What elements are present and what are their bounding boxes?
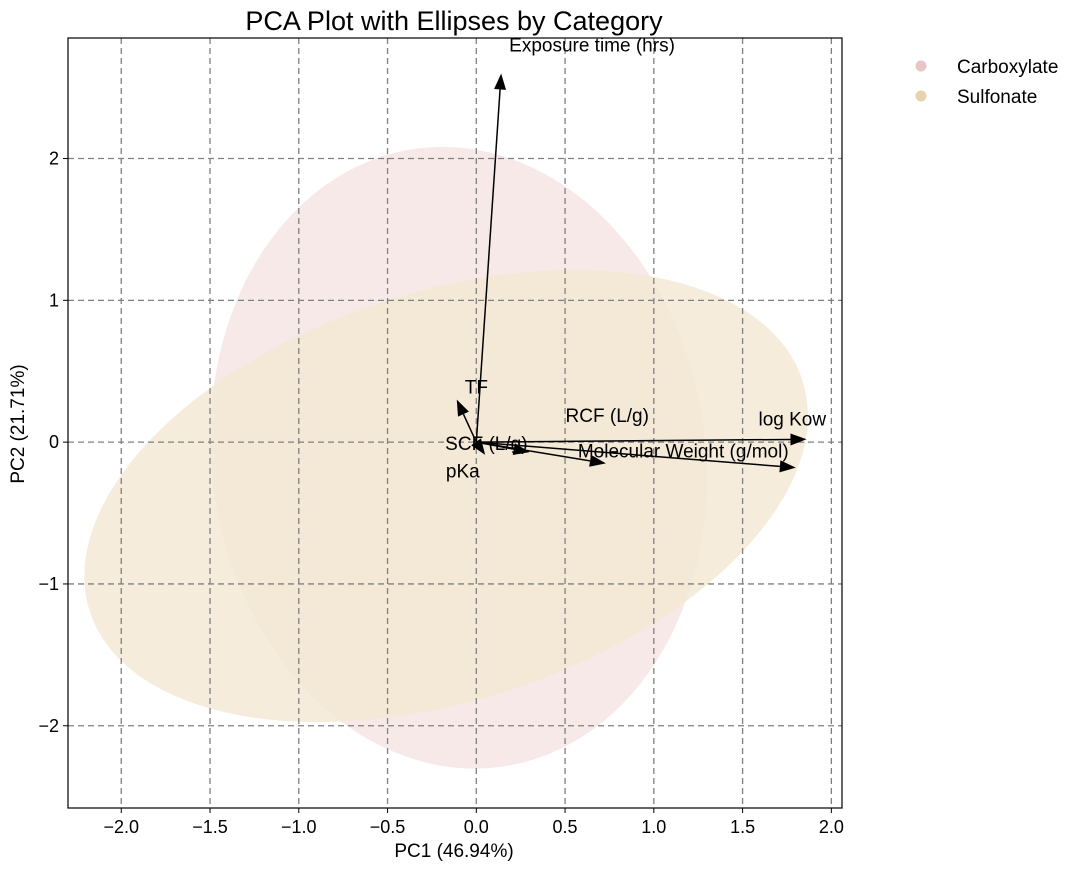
ellipse-layer	[84, 146, 808, 769]
x-tick-label: 1.5	[730, 817, 755, 837]
x-tick-label: 2.0	[819, 817, 844, 837]
legend-marker-carboxylate	[915, 60, 927, 72]
loading-arrow-head	[790, 433, 807, 446]
x-tick-label: −1.5	[192, 817, 228, 837]
x-tick-label: −2.0	[103, 817, 139, 837]
grid-layer	[68, 38, 842, 808]
loading-label: Exposure time (hrs)	[509, 35, 675, 56]
x-tick-label: 1.0	[641, 817, 666, 837]
loading-label: pKa	[446, 461, 480, 482]
x-tick-label: 0.0	[464, 817, 489, 837]
loading-label: Molecular Weight (g/mol)	[578, 442, 789, 463]
x-tick-label: −1.0	[281, 817, 317, 837]
loading-arrow-head	[494, 73, 507, 90]
y-tick-label: 1	[49, 290, 59, 310]
x-tick-label: 0.5	[553, 817, 578, 837]
loading-label: RCF (L/g)	[566, 406, 649, 427]
y-tick-label: 2	[49, 149, 59, 169]
y-tick-label: −1	[38, 574, 59, 594]
legend-label-carboxylate: Carboxylate	[957, 57, 1058, 78]
loading-arrow-line	[475, 89, 501, 443]
loading-arrow-line	[476, 438, 791, 443]
x-axis-title: PC1 (46.94%)	[394, 841, 513, 862]
legend: Carboxylate Sulfonate	[915, 57, 1058, 108]
plot-frame	[67, 37, 843, 809]
loading-arrow-line	[476, 441, 591, 462]
y-tick-label: 0	[49, 432, 59, 452]
loading-arrow-head	[456, 399, 469, 417]
y-tick-label: −2	[38, 716, 59, 736]
legend-label-sulfonate: Sulfonate	[957, 87, 1037, 108]
tick-layer: −2.0 −1.5 −1.0 −0.5 0.0 0.5 1.0 1.5 2.0 −2 −1 0 1 2	[38, 149, 843, 837]
loading-label: log Kow	[758, 409, 826, 430]
x-tick-label: −0.5	[370, 817, 406, 837]
loading-arrow-line	[476, 441, 780, 468]
loading-arrow-line	[462, 413, 477, 443]
loading-arrow-head	[589, 454, 606, 467]
chart-title: PCA Plot with Ellipses by Category	[245, 6, 663, 36]
y-axis-title: PC2 (21.71%)	[8, 364, 29, 483]
legend-marker-sulfonate	[915, 90, 927, 102]
ellipse-sulfonate	[84, 269, 808, 723]
loading-arrow-head	[779, 460, 796, 473]
loading-label: TF	[465, 378, 488, 399]
